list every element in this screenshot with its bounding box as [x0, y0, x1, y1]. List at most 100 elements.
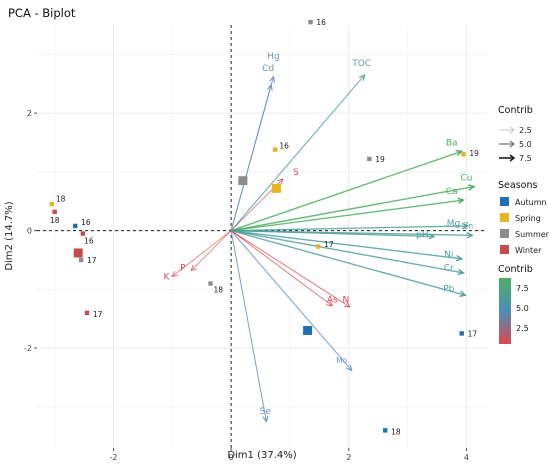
observation-label: 18 [56, 194, 66, 203]
legend-season-label: Winter [515, 246, 542, 255]
observation-point-autumn [73, 223, 78, 229]
legend-season-swatch-winter [500, 245, 509, 254]
arrowhead-as [326, 300, 334, 307]
legend-arrow-label: 5.0 [519, 140, 532, 149]
variable-label-n: N [342, 295, 349, 305]
legend-arrow-label: 7.5 [519, 154, 532, 163]
legend-season-swatch-autumn [500, 197, 509, 206]
colorbar-gradient [499, 278, 511, 344]
variable-arrow-cr [230, 229, 464, 274]
observation-point-winter [80, 231, 86, 236]
observation-labels: 16 16 19 19 18 18 16 16 17 17 18 17 17 18 [50, 18, 479, 436]
centroid-summer [238, 176, 248, 186]
observation-point-summer [308, 19, 313, 25]
legend-season-label: Summer [515, 230, 550, 239]
colorbar-labels: 7.5 5.0 2.5 [516, 284, 529, 333]
arrowhead-ph [428, 233, 436, 240]
x-axis-label: Dim1 (37.4%) [227, 450, 296, 461]
arrowhead-cd [266, 83, 273, 91]
y-tick-label: 2 [27, 109, 32, 118]
season-centroids [73, 176, 313, 335]
variable-arrow-ba [230, 150, 462, 232]
observation-point-spring [273, 147, 278, 152]
observation-point-autumn [459, 331, 464, 336]
chart-title: PCA - Biplot [8, 6, 76, 20]
arrowhead-mg [461, 222, 470, 230]
arrowhead-pb [459, 290, 467, 297]
observation-label: 17 [87, 256, 97, 265]
legend-season-label: Spring [515, 214, 541, 223]
centroid-winter [73, 248, 83, 258]
observation-point-spring [49, 201, 54, 207]
variable-label-k: K [163, 272, 170, 282]
variable-arrow-mg [231, 225, 468, 232]
arrowhead-k [171, 270, 179, 277]
arrowhead-n [343, 301, 351, 308]
observation-point-spring [461, 152, 466, 157]
arrowhead-ni [455, 255, 464, 262]
y-tick-label: 0 [27, 227, 32, 236]
variable-arrow-n [230, 230, 351, 308]
observation-label: 16 [279, 141, 289, 150]
variable-arrow-cu [230, 185, 475, 232]
observation-label: 17 [93, 310, 103, 319]
legend-contrib-arrows: Contrib 2.5 5.0 7.5 [498, 105, 533, 163]
legend-arrowhead [509, 154, 516, 162]
variable-arrow-pb [230, 229, 466, 296]
variable-arrow-mo [230, 230, 353, 371]
observation-label: 18 [50, 216, 60, 225]
variable-label-cd: Cd [262, 64, 274, 74]
variable-arrow-k [172, 230, 232, 277]
arrowhead-ba [455, 149, 464, 157]
y-axis-label: Dim2 (14.7%) [4, 201, 15, 270]
legend-colorbar-title: Contrib [498, 264, 533, 275]
arrowhead-p [190, 264, 197, 272]
observation-point-autumn [383, 428, 388, 433]
observation-point-winter [84, 310, 90, 316]
variable-label-zn: Zn [463, 221, 473, 230]
variable-arrow-p [190, 230, 232, 271]
legend-arrow-label: 2.5 [519, 126, 532, 135]
variable-arrow-as [230, 230, 333, 307]
colorbar-label: 7.5 [516, 284, 529, 293]
variable-arrows [171, 73, 476, 423]
x-tick-label: 2 [346, 453, 351, 462]
observation-label: 19 [469, 149, 479, 158]
arrowhead-ca [457, 197, 465, 204]
variable-label-ba: Ba [446, 138, 458, 148]
legend-seasons: Seasons Autumn Spring Summer Winter [498, 180, 550, 255]
variable-label-s: S [293, 168, 299, 178]
observation-label: 16 [316, 18, 326, 27]
legend-seasons-title: Seasons [498, 180, 537, 191]
centroid-spring [271, 183, 281, 193]
legend-season-label: Autumn [515, 198, 547, 207]
x-tick-label: 0 [229, 453, 234, 462]
grid-lines [37, 25, 487, 448]
legend-season-swatch-spring [500, 213, 509, 222]
arrowhead-cr [457, 268, 465, 276]
legend-arrowhead [509, 126, 515, 134]
observation-point-summer [367, 156, 372, 162]
observation-label: 16 [84, 237, 94, 246]
colorbar-label: 2.5 [516, 324, 529, 333]
observation-label: 17 [324, 240, 334, 249]
variable-label-mg: Mg [447, 219, 460, 229]
y-axis-ticks: -2 0 2 [24, 109, 37, 353]
legend-season-keys: Autumn Spring Summer Winter [500, 197, 550, 255]
variable-label-pb: Pb [443, 285, 454, 295]
variable-arrow-cd [230, 84, 272, 231]
x-axis-ticks: -2 0 2 4 [109, 448, 469, 462]
legend-arrow-keys: 2.5 5.0 7.5 [499, 126, 532, 163]
variable-label-mo: Mo [336, 356, 347, 365]
legend-arrowhead [509, 140, 515, 148]
x-tick-label: 4 [464, 453, 469, 462]
observation-label: 17 [468, 329, 478, 338]
observation-label: 19 [375, 155, 385, 164]
variable-arrow-toc [230, 74, 366, 231]
arrowhead-mo [345, 364, 353, 372]
arrowhead-toc [358, 73, 366, 81]
variable-label-p: P [180, 264, 186, 274]
arrowhead-hg [269, 75, 276, 83]
